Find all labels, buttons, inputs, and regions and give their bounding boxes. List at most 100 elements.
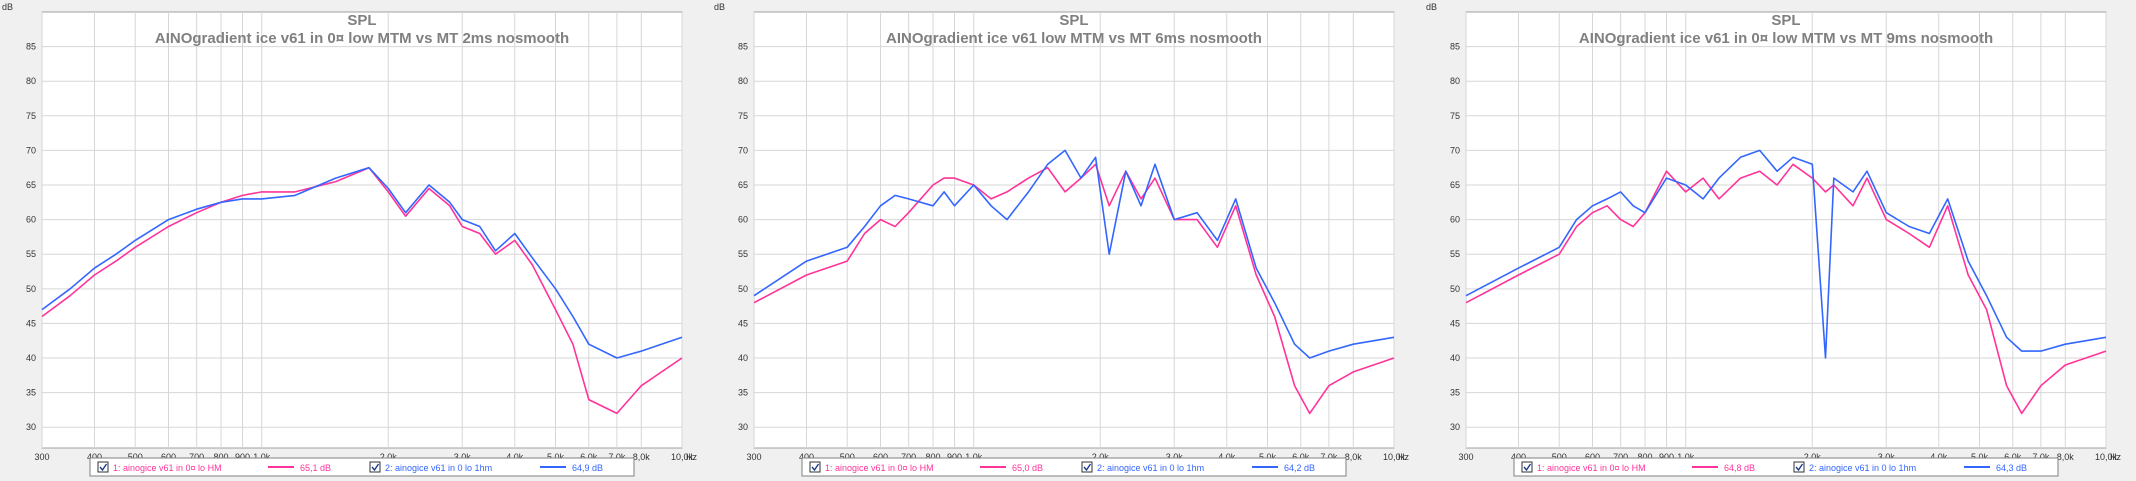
- chart-title: SPL: [1059, 12, 1088, 29]
- x-tick-label: 700: [1613, 452, 1628, 462]
- y-tick-label: 65: [26, 180, 36, 190]
- series-line-1: [41, 166, 683, 415]
- legend-checkbox-1[interactable]: [97, 461, 109, 473]
- legend-value-label: 64,3 dB: [1996, 463, 2027, 473]
- x-tick-label: 400: [799, 452, 814, 462]
- legend: [801, 457, 1347, 477]
- x-axis-unit-label: Hz: [1398, 452, 1409, 462]
- x-tick-label: 6,0k: [580, 452, 598, 462]
- x-tick-label: 4,0k: [1930, 452, 1948, 462]
- y-tick-label: 30: [1450, 422, 1460, 432]
- x-tick-label: 10,0k: [1383, 452, 1406, 462]
- x-tick-label: 300: [746, 452, 761, 462]
- x-tick-label: 500: [128, 452, 143, 462]
- y-tick-label: 80: [26, 76, 36, 86]
- x-tick-label: 800: [926, 452, 941, 462]
- y-tick-label: 55: [26, 249, 36, 259]
- y-tick-label: 85: [738, 42, 748, 52]
- x-tick-label: 10,0k: [671, 452, 694, 462]
- legend-value-label: 64,9 dB: [572, 463, 603, 473]
- x-tick-label: 600: [873, 452, 888, 462]
- x-tick-label: 500: [840, 452, 855, 462]
- legend-checkbox-1[interactable]: [1521, 461, 1533, 473]
- chart-title: SPL: [347, 12, 376, 29]
- y-tick-label: 50: [1450, 284, 1460, 294]
- y-tick-label: 65: [738, 180, 748, 190]
- y-tick-label: 40: [738, 353, 748, 363]
- checkbox-box[interactable]: [1521, 461, 1533, 473]
- y-axis-label: dB: [1426, 2, 1437, 12]
- x-tick-label: 6,0k: [2004, 452, 2022, 462]
- x-tick-label: 4,0k: [506, 452, 524, 462]
- chart-title: SPL: [1771, 12, 1800, 29]
- checkbox-box[interactable]: [97, 461, 109, 473]
- x-tick-label: 1,0k: [253, 452, 271, 462]
- y-tick-label: 75: [1450, 111, 1460, 121]
- y-tick-label: 75: [26, 111, 36, 121]
- legend-series-name: 1: ainogice v61 in 0¤ lo HM: [825, 463, 934, 473]
- x-tick-label: 600: [161, 452, 176, 462]
- y-tick-label: 45: [26, 318, 36, 328]
- x-tick-label: 10,0k: [2095, 452, 2118, 462]
- checkbox-box[interactable]: [1081, 461, 1093, 473]
- checkbox-box[interactable]: [1793, 461, 1805, 473]
- x-tick-label: 2,0k: [1804, 452, 1822, 462]
- x-tick-label: 3,0k: [1166, 452, 1184, 462]
- legend-series-name: 1: ainogice v61 in 0¤ lo HM: [1537, 463, 1646, 473]
- y-tick-label: 80: [738, 76, 748, 86]
- x-tick-label: 700: [901, 452, 916, 462]
- plot-area: [753, 11, 1395, 449]
- legend-checkbox-2[interactable]: [369, 461, 381, 473]
- legend-series-name: 2: ainogice v61 in 0 lo 1hm: [1809, 463, 1916, 473]
- y-tick-label: 45: [1450, 318, 1460, 328]
- x-tick-label: 900: [235, 452, 250, 462]
- y-tick-label: 40: [1450, 353, 1460, 363]
- x-tick-label: 400: [87, 452, 102, 462]
- chart-subtitle: AINOgradient ice v61 in 0¤ low MTM vs MT…: [155, 30, 569, 47]
- legend: [1513, 457, 2059, 477]
- x-tick-label: 4,0k: [1218, 452, 1236, 462]
- y-tick-label: 50: [738, 284, 748, 294]
- series-line-2: [1465, 149, 2107, 359]
- checkbox-box[interactable]: [369, 461, 381, 473]
- x-tick-label: 300: [34, 452, 49, 462]
- grid: [1465, 12, 2107, 448]
- x-axis-unit-label: Hz: [2110, 452, 2121, 462]
- checkbox-box[interactable]: [809, 461, 821, 473]
- legend-series-name: 2: ainogice v61 in 0 lo 1hm: [385, 463, 492, 473]
- x-tick-label: 7,0k: [608, 452, 626, 462]
- y-tick-label: 55: [1450, 249, 1460, 259]
- x-tick-label: 5,0k: [547, 452, 565, 462]
- x-tick-label: 900: [1659, 452, 1674, 462]
- x-tick-label: 3,0k: [454, 452, 472, 462]
- grid: [753, 12, 1395, 448]
- series-line-1: [1465, 163, 2107, 415]
- chart-subtitle: AINOgradient ice v61 in 0¤ low MTM vs MT…: [1579, 30, 1993, 47]
- x-tick-label: 300: [1458, 452, 1473, 462]
- legend-checkbox-2[interactable]: [1081, 461, 1093, 473]
- legend-checkbox-1[interactable]: [809, 461, 821, 473]
- legend-value-label: 64,2 dB: [1284, 463, 1315, 473]
- x-tick-label: 500: [1552, 452, 1567, 462]
- y-tick-label: 65: [1450, 180, 1460, 190]
- y-tick-label: 40: [26, 353, 36, 363]
- x-tick-label: 700: [189, 452, 204, 462]
- y-tick-label: 70: [26, 145, 36, 155]
- legend-value-label: 64,8 dB: [1724, 463, 1755, 473]
- x-tick-label: 1,0k: [1677, 452, 1695, 462]
- x-tick-label: 5,0k: [1259, 452, 1277, 462]
- legend-series-name: 2: ainogice v61 in 0 lo 1hm: [1097, 463, 1204, 473]
- y-tick-label: 70: [738, 145, 748, 155]
- y-tick-label: 35: [738, 388, 748, 398]
- legend-checkbox-2[interactable]: [1793, 461, 1805, 473]
- grid: [41, 12, 683, 448]
- y-tick-label: 85: [26, 42, 36, 52]
- plot-area: [1465, 11, 2107, 449]
- x-tick-label: 800: [214, 452, 229, 462]
- y-axis-label: dB: [2, 2, 13, 12]
- x-tick-label: 400: [1511, 452, 1526, 462]
- checkmark-icon: [99, 463, 108, 472]
- y-tick-label: 75: [738, 111, 748, 121]
- x-axis-unit-label: Hz: [686, 452, 697, 462]
